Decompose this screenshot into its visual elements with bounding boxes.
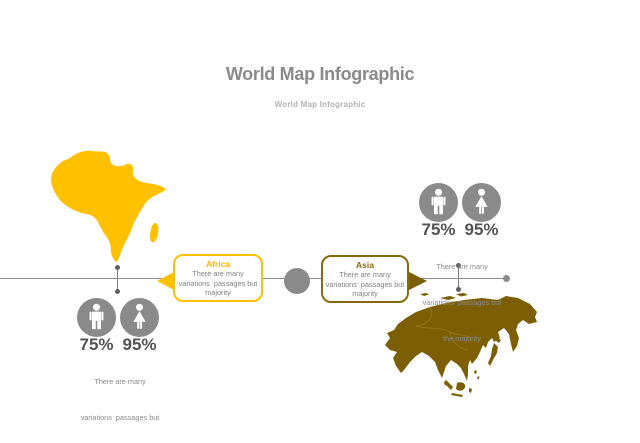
connector-left-bottom-dot [115,288,120,294]
stats-caption-line: variations passages but [80,413,160,422]
stats-caption: There are many variations passages but t… [60,352,180,443]
asia-map-icon [385,293,537,397]
stats-caption-line: There are many [94,377,146,386]
page-title: World Map Infographic [225,64,415,84]
connector-right-bottom-dot [456,286,461,292]
asia-callout-arrow [409,272,427,290]
asia-callout-text: majority [352,289,378,299]
female-percent-label: 95% [122,335,157,354]
africa-callout-text: majority [205,288,231,298]
female-percent-label: 95% [464,220,499,239]
stats-caption-line: There are many [436,262,488,271]
connector-right [458,265,459,289]
asia-stats-group: 75% 95% There are many variations passag… [402,175,532,343]
female-avatar-circle [462,183,501,222]
stats-caption-line: the majority [443,334,481,343]
africa-callout-title: Africa [205,259,231,269]
timeline-end-dot [503,275,510,282]
female-icon [475,188,488,214]
africa-callout-arrow [157,272,174,290]
male-percent-label: 75% [79,335,114,354]
africa-callout-text: variations passages but [178,278,258,288]
stats-caption-line: variations passages but [422,298,502,307]
male-icon [431,188,446,215]
africa-stats-group: 75% 95% There are many variations passag… [60,290,190,422]
asia-callout-text: variations passages but [325,279,405,289]
africa-map-icon [51,150,166,262]
female-avatar-circle [120,298,159,337]
male-avatar-circle [419,183,458,222]
timeline-center-circle [284,268,310,294]
page-subtitle: World Map Infographic [274,100,366,109]
asia-callout-text: There are many [339,270,391,279]
female-icon [133,303,146,329]
asia-callout-title: Asia [356,260,374,270]
male-percent-label: 75% [421,220,456,239]
connector-right-top-dot [456,262,461,268]
connector-left-top-dot [115,264,120,270]
africa-callout-text: There are many [192,269,244,278]
africa-callout: Africa There are many variations passage… [173,254,263,302]
male-avatar-circle [77,298,116,337]
connector-left [117,267,118,291]
asia-callout: Asia There are many variations passages … [321,255,409,303]
stats-caption: There are many variations passages but t… [402,237,522,369]
male-icon [89,303,104,330]
